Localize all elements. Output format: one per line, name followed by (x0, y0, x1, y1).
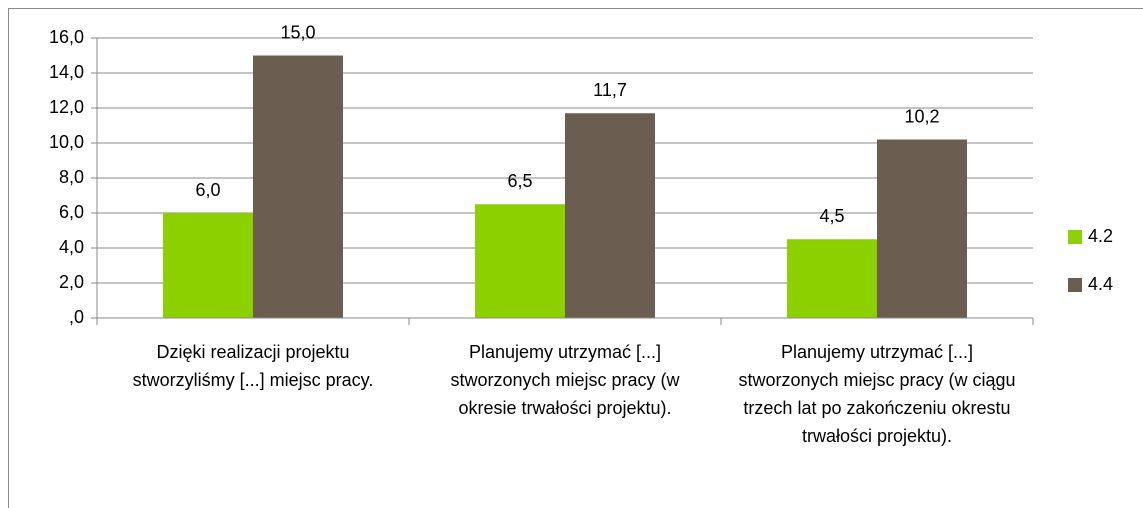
legend-label: 4.2 (1088, 226, 1113, 246)
bar (877, 139, 967, 318)
data-label: 10,2 (904, 106, 939, 126)
y-tick-label: ,0 (69, 307, 84, 327)
data-label: 15,0 (280, 22, 315, 42)
x-tick-label: Dzięki realizacji projektu stworzyliśmy … (132, 342, 374, 390)
chart-border (8, 8, 1143, 508)
y-tick-label: 2,0 (59, 272, 84, 292)
y-tick-label: 14,0 (49, 62, 84, 82)
legend-label: 4.4 (1088, 274, 1113, 294)
bar (565, 113, 655, 318)
legend-swatch (1068, 230, 1082, 244)
bar (163, 213, 253, 318)
y-tick-label: 8,0 (59, 167, 84, 187)
y-tick-label: 12,0 (49, 97, 84, 117)
bar (253, 55, 343, 318)
y-tick-label: 6,0 (59, 202, 84, 222)
x-tick-label: Planujemy utrzymać [...] stworzonych mie… (738, 342, 1016, 446)
data-label: 4,5 (819, 206, 844, 226)
data-label: 6,0 (195, 180, 220, 200)
y-tick-label: 10,0 (49, 132, 84, 152)
y-tick-label: 16,0 (49, 27, 84, 47)
bar (787, 239, 877, 318)
x-tick-label: Planujemy utrzymać [...] stworzonych mie… (450, 342, 680, 418)
data-label: 6,5 (507, 171, 532, 191)
legend-swatch (1068, 278, 1082, 292)
bar (475, 204, 565, 318)
y-tick-label: 4,0 (59, 237, 84, 257)
data-label: 11,7 (593, 80, 627, 100)
